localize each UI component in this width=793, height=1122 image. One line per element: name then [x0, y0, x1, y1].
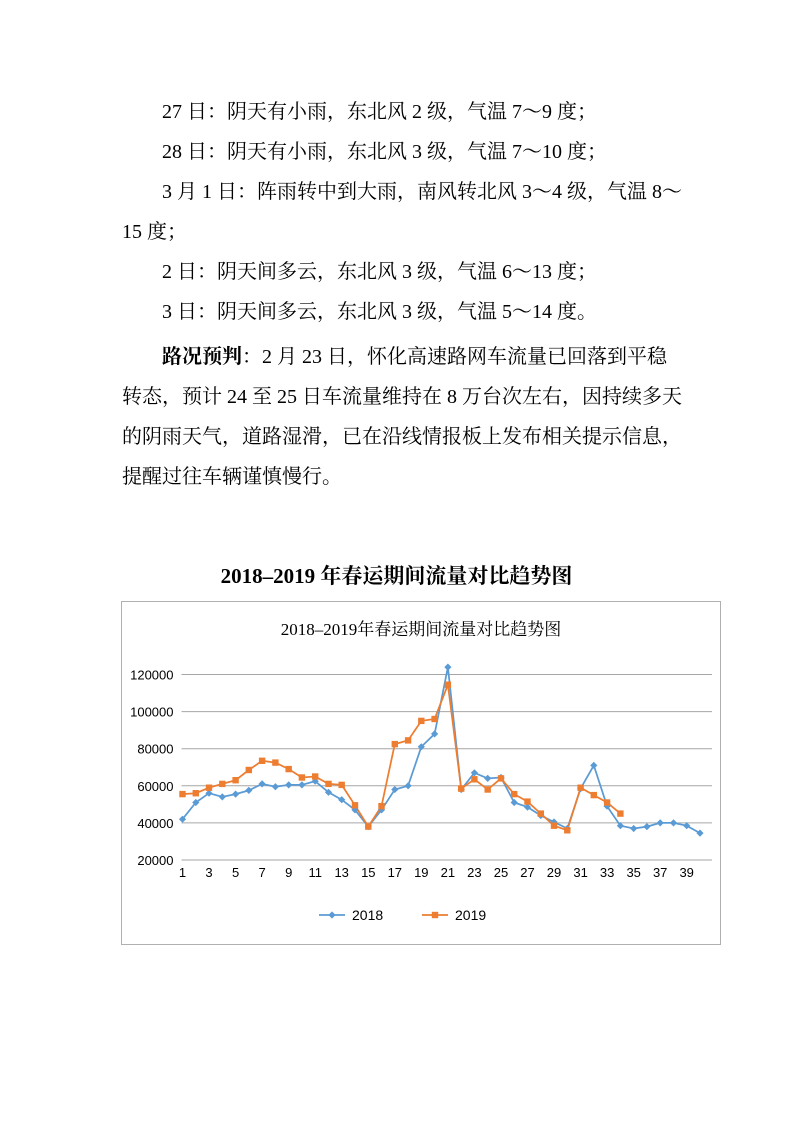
svg-text:21: 21 [441, 865, 455, 880]
svg-text:40000: 40000 [137, 815, 173, 830]
svg-text:20000: 20000 [137, 853, 173, 868]
svg-text:17: 17 [388, 865, 402, 880]
svg-text:15: 15 [361, 865, 375, 880]
svg-text:100000: 100000 [130, 704, 173, 719]
svg-text:5: 5 [232, 865, 239, 880]
svg-text:3: 3 [205, 865, 212, 880]
svg-text:31: 31 [573, 865, 587, 880]
svg-text:120000: 120000 [130, 667, 173, 682]
svg-text:11: 11 [308, 865, 322, 880]
svg-text:33: 33 [600, 865, 614, 880]
svg-text:7: 7 [258, 865, 265, 880]
svg-text:39: 39 [679, 865, 693, 880]
svg-text:1: 1 [179, 865, 186, 880]
svg-text:37: 37 [653, 865, 667, 880]
svg-text:2018–2019年春运期间流量对比趋势图: 2018–2019年春运期间流量对比趋势图 [281, 619, 562, 639]
svg-text:9: 9 [285, 865, 292, 880]
svg-text:80000: 80000 [137, 741, 173, 756]
svg-text:2018: 2018 [352, 907, 383, 923]
svg-text:2019: 2019 [455, 907, 486, 923]
svg-text:27: 27 [520, 865, 534, 880]
svg-text:19: 19 [414, 865, 428, 880]
svg-text:25: 25 [494, 865, 508, 880]
svg-text:23: 23 [467, 865, 481, 880]
svg-text:29: 29 [547, 865, 561, 880]
svg-text:60000: 60000 [137, 778, 173, 793]
svg-text:13: 13 [334, 865, 348, 880]
svg-text:35: 35 [626, 865, 640, 880]
